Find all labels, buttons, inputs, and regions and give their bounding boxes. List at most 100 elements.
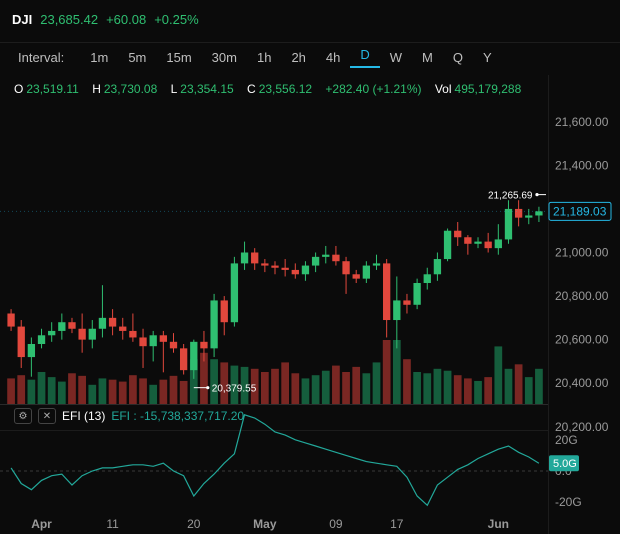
efi-close-icon[interactable]: ✕ xyxy=(38,408,56,424)
efi-current-label: 5.0G xyxy=(553,458,577,470)
interval-d[interactable]: D xyxy=(350,47,380,68)
interval-15m[interactable]: 15m xyxy=(166,49,192,65)
candle-body xyxy=(261,263,269,266)
volume-bar xyxy=(514,364,523,404)
candle-body xyxy=(48,330,56,336)
volume-bar xyxy=(362,373,371,404)
efi-settings-icon[interactable]: ⚙ xyxy=(14,408,32,424)
interval-w[interactable]: W xyxy=(389,49,403,65)
volume-bar xyxy=(118,381,127,404)
current-price-label: 21,189.03 xyxy=(553,204,607,218)
candle-body xyxy=(352,274,360,279)
candle-body xyxy=(169,341,178,349)
symbol-header: DJI 23,685.42 +60.08 +0.25% xyxy=(0,0,620,38)
volume-bar xyxy=(108,379,117,404)
volume-bar xyxy=(57,381,66,404)
volume-bar xyxy=(27,379,36,404)
volume-bar xyxy=(189,359,198,404)
interval-30m[interactable]: 30m xyxy=(211,49,237,65)
candle-body xyxy=(98,317,107,329)
candle-body xyxy=(78,328,86,340)
time-axis-label: Apr xyxy=(31,517,52,531)
candle-body xyxy=(37,335,46,344)
interval-bar: Interval: 1m 5m 15m 30m 1h 2h 4h D W M Q Y xyxy=(0,42,620,71)
candle-body xyxy=(149,335,157,347)
open-value: 23,519.11 xyxy=(26,82,79,96)
price-tick-label: 20,400.00 xyxy=(555,376,609,390)
candle-body xyxy=(119,326,127,331)
volume-bar xyxy=(464,378,472,404)
efi-line xyxy=(10,414,540,507)
ohlc-readout: O 23,519.11 H 23,730.08 L 23,354.15 C 23,556… xyxy=(14,82,531,96)
candle-body xyxy=(159,335,167,342)
efi-value: EFI : -15,738,337,717.20 xyxy=(111,409,245,423)
interval-1m[interactable]: 1m xyxy=(90,49,109,65)
candle-body xyxy=(129,330,137,338)
high-label: H xyxy=(92,82,101,96)
volume-bar xyxy=(230,365,239,404)
candle-body xyxy=(281,267,289,270)
candle-body xyxy=(372,263,381,266)
candle-body xyxy=(200,341,208,349)
volume-bar xyxy=(210,359,218,404)
volume-bar xyxy=(301,378,310,404)
high-marker-dot xyxy=(535,193,539,197)
interval-m[interactable]: M xyxy=(422,49,433,65)
interval-5m[interactable]: 5m xyxy=(128,49,147,65)
interval-2h[interactable]: 2h xyxy=(291,49,306,65)
efi-legend: ⚙ ✕ EFI (13) EFI : -15,738,337,717.20 xyxy=(14,408,244,424)
interval-y[interactable]: Y xyxy=(483,49,492,65)
volume-bar xyxy=(271,368,279,404)
candle-body xyxy=(291,269,299,275)
candle-body xyxy=(190,341,198,371)
price-change: +60.08 xyxy=(106,11,147,27)
candle-body xyxy=(220,300,228,323)
volume-bar xyxy=(382,340,391,404)
open-label: O xyxy=(14,82,24,96)
candle-body xyxy=(139,337,147,347)
price-change-pct: +0.25% xyxy=(154,11,199,27)
volume-bar xyxy=(98,378,107,404)
candle-body xyxy=(17,326,25,358)
candle-body xyxy=(342,261,350,275)
time-axis-label: Jun xyxy=(488,517,509,531)
candle-body xyxy=(403,300,411,305)
volume-bar xyxy=(250,368,259,404)
volume-bar xyxy=(159,379,168,404)
volume-bar xyxy=(149,384,158,404)
volume-bar xyxy=(494,346,503,404)
current-price-tag xyxy=(548,201,612,221)
price-tick-label: 21,600.00 xyxy=(555,115,609,129)
low-label: L xyxy=(170,82,178,96)
volume-bar xyxy=(200,352,208,404)
volume-bar xyxy=(37,372,46,404)
candle-body xyxy=(332,254,340,262)
interval-1h[interactable]: 1h xyxy=(256,49,272,65)
candle-body xyxy=(535,211,543,216)
candle-body xyxy=(423,274,431,283)
candle-body xyxy=(484,241,492,249)
low-marker-label: 20,379.55 xyxy=(212,384,257,395)
volume-bar xyxy=(535,368,543,404)
volume-bar xyxy=(352,366,361,404)
interval-q[interactable]: Q xyxy=(452,49,464,65)
time-axis-label: May xyxy=(253,517,277,531)
volume-bar xyxy=(7,378,15,404)
volume-bar xyxy=(281,362,290,404)
candle-body xyxy=(251,252,259,264)
candle-body xyxy=(27,344,36,358)
efi-tick-label: -20G xyxy=(555,495,582,509)
candle-body xyxy=(271,265,279,268)
interval-4h[interactable]: 4h xyxy=(325,49,341,65)
volume-bar xyxy=(291,373,300,404)
candle-body xyxy=(433,259,442,275)
symbol-name[interactable]: DJI xyxy=(12,11,33,27)
volume-bar xyxy=(423,373,432,404)
volume-bar xyxy=(524,377,533,404)
price-tick-label: 21,400.00 xyxy=(555,158,609,172)
time-axis-label: 11 xyxy=(106,517,119,531)
volume-bar xyxy=(17,375,26,404)
price-tick-label: 21,000.00 xyxy=(555,246,609,260)
volume-bar xyxy=(433,368,442,404)
